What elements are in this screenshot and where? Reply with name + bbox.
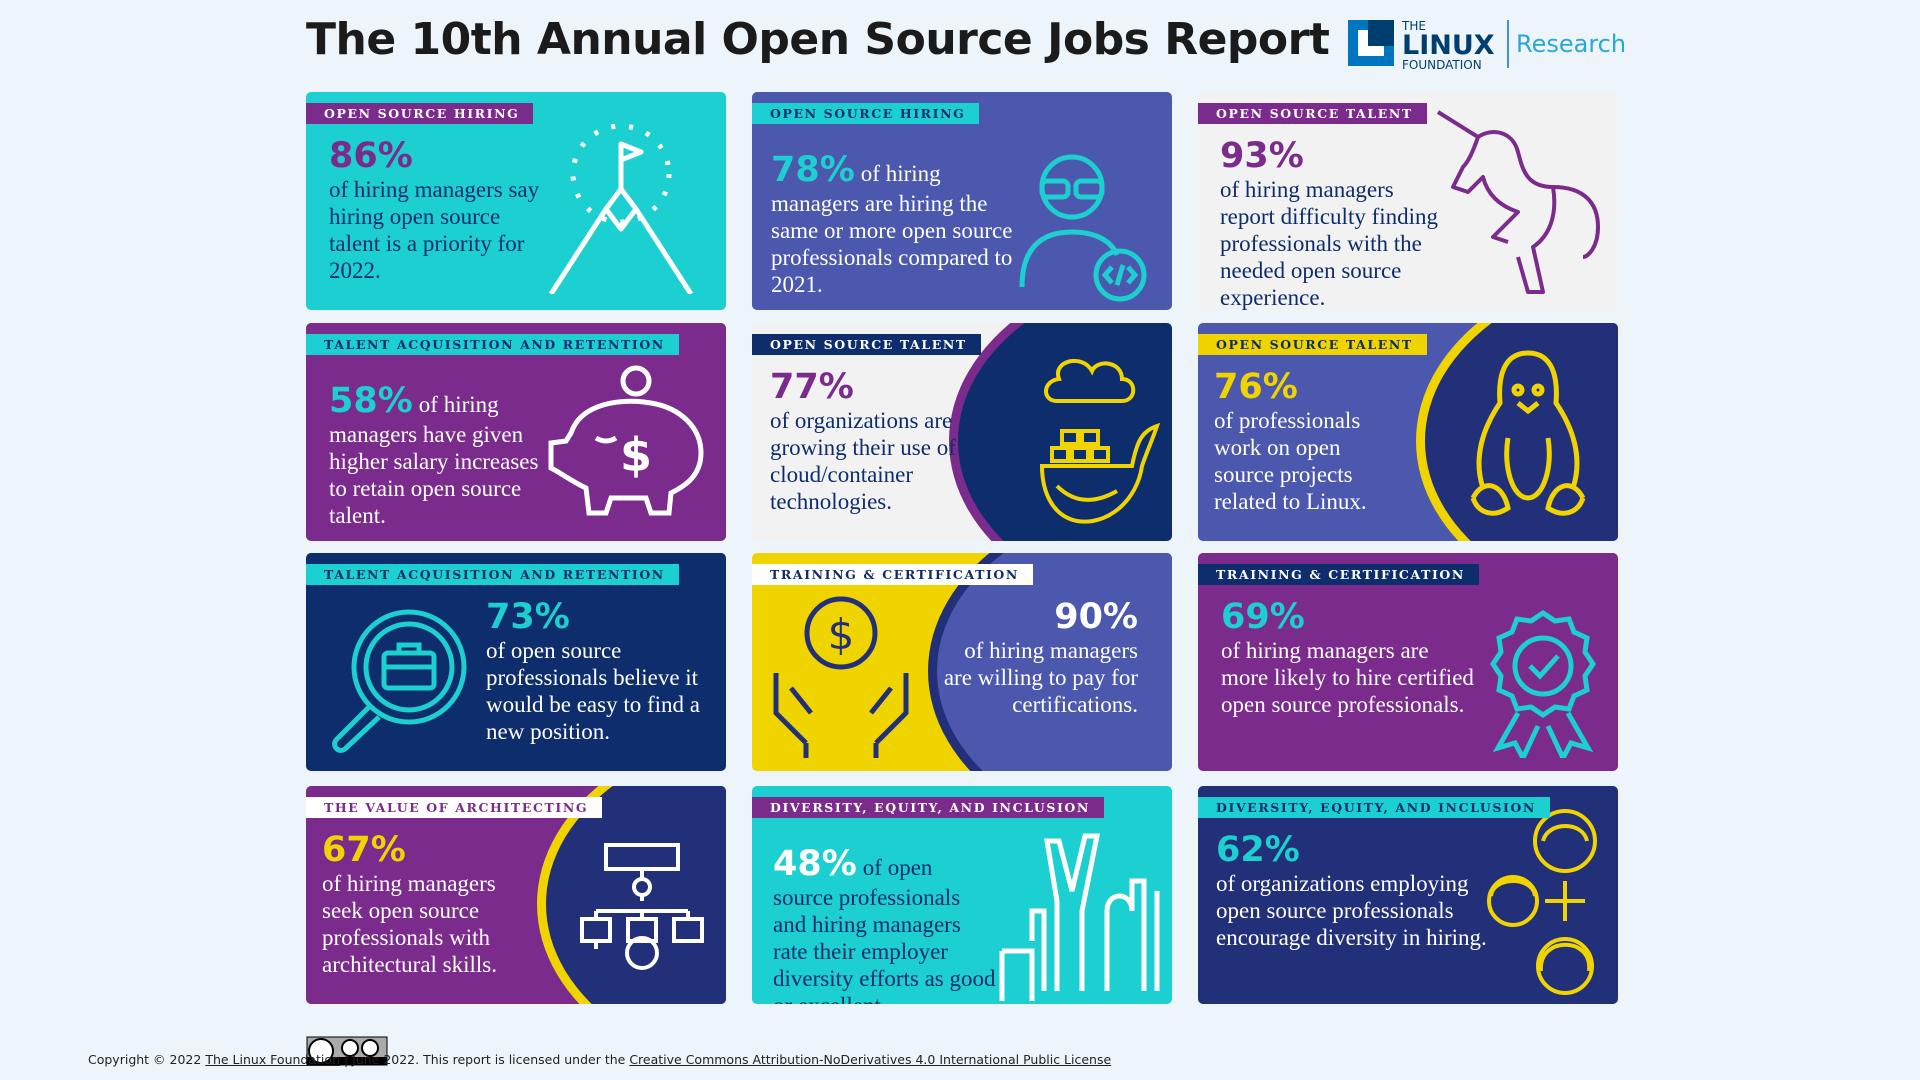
- card-icon: $: [548, 365, 704, 516]
- card-tag: OPEN SOURCE HIRING: [752, 103, 980, 124]
- card-text: of hiring managers are willing to pay fo…: [943, 638, 1138, 717]
- logo-the: THE: [1401, 19, 1426, 33]
- card-stat: 48%: [773, 844, 857, 884]
- card-tag: TALENT ACQUISITION AND RETENTION: [306, 334, 679, 355]
- card-text: of organizations employing open source p…: [1216, 871, 1487, 950]
- stat-card: DIVERSITY, EQUITY, AND INCLUSION 48% of op…: [752, 786, 1172, 1004]
- card-icon: [1436, 110, 1600, 294]
- card-icon: [1470, 350, 1586, 516]
- card-icon: [1487, 809, 1597, 995]
- stat-card: $ TRAINING & CERTIFICATION 90% of hiring ma…: [752, 553, 1172, 771]
- stat-card: OPEN SOURCE TALENT 76% of professionals wo…: [1198, 323, 1618, 541]
- footer-text: Copyright © 2022 The Linux Foundation | …: [88, 1052, 1111, 1067]
- card-tag: OPEN SOURCE TALENT: [1198, 103, 1427, 124]
- card-text: of hiring managers are more likely to hi…: [1221, 638, 1474, 717]
- card-tag: TRAINING & CERTIFICATION: [1198, 564, 1479, 585]
- card-text: of organizations are growing their use o…: [770, 408, 956, 514]
- card-stat: 67%: [322, 830, 406, 870]
- stat-card: TRAINING & CERTIFICATION 69% of hiring man…: [1198, 553, 1618, 771]
- card-text: of hiring managers seek open source prof…: [322, 871, 497, 977]
- stat-card: OPEN SOURCE TALENT 93% of hiring managers …: [1198, 92, 1618, 310]
- logo-linux: LINUX: [1402, 30, 1495, 61]
- card-body: 90% of hiring managers are willing to pay…: [938, 597, 1138, 718]
- card-body: 62% of organizations employing open sourc…: [1216, 830, 1491, 951]
- card-icon: [332, 609, 467, 753]
- card-tag: TRAINING & CERTIFICATION: [752, 564, 1033, 585]
- card-icon: [1019, 154, 1147, 302]
- card-text: of open source professionals and hiring …: [773, 855, 996, 1004]
- title: The 10th Annual Open Source Jobs Report: [306, 14, 1330, 65]
- card-body: 48% of open source professionals and hiri…: [773, 844, 998, 1004]
- card-tag: OPEN SOURCE TALENT: [1198, 334, 1427, 355]
- card-body: 67% of hiring managers seek open source p…: [322, 830, 542, 978]
- stat-card: TALENT ACQUISITION AND RETENTION 73% of op…: [306, 553, 726, 771]
- stat-card: OPEN SOURCE TALENT 77% of organizations ar…: [752, 323, 1172, 541]
- card-stat: 90%: [1054, 597, 1138, 637]
- card-stat: 86%: [329, 136, 413, 176]
- card-body: 76% of professionals work on open source …: [1214, 367, 1399, 515]
- card-stat: 76%: [1214, 367, 1298, 407]
- stat-card: OPEN SOURCE HIRING 78% of hiring managers …: [752, 92, 1172, 310]
- card-tag: DIVERSITY, EQUITY, AND INCLUSION: [752, 797, 1104, 818]
- card-tag: DIVERSITY, EQUITY, AND INCLUSION: [1198, 797, 1550, 818]
- card-text: of professionals work on open source pro…: [1214, 408, 1367, 514]
- logo-foundation: FOUNDATION: [1402, 58, 1482, 72]
- footer-link[interactable]: The Linux Foundation: [205, 1052, 340, 1067]
- svg-text:$: $: [620, 428, 652, 482]
- card-icon: [999, 833, 1160, 1001]
- card-stat: 73%: [486, 597, 570, 637]
- card-body: 78% of hiring managers are hiring the sam…: [771, 150, 1026, 298]
- card-body: 77% of organizations are growing their us…: [770, 367, 995, 515]
- card-body: 73% of open source professionals believe …: [486, 597, 721, 745]
- card-icon: $: [773, 596, 909, 758]
- footer-link[interactable]: Creative Commons Attribution-NoDerivativ…: [629, 1052, 1112, 1067]
- stat-card: DIVERSITY, EQUITY, AND INCLUSION 62% of or…: [1198, 786, 1618, 1004]
- card-body: 86% of hiring managers say hiring open so…: [329, 136, 544, 284]
- footer-license: | June 2022. This report is licensed und…: [339, 1052, 630, 1067]
- logo: THE LINUX FOUNDATION Research: [1348, 19, 1626, 72]
- card-body: 58% of hiring managers have given higher …: [329, 381, 544, 529]
- stat-card: $ TALENT ACQUISITION AND RETENTION 58% of h…: [306, 323, 726, 541]
- card-text: of hiring managers are hiring the same o…: [771, 161, 1013, 297]
- license-badge: [306, 1036, 388, 1066]
- logo-research: Research: [1516, 30, 1626, 58]
- card-tag: OPEN SOURCE HIRING: [306, 103, 534, 124]
- card-tag: TALENT ACQUISITION AND RETENTION: [306, 564, 679, 585]
- card-stat: 93%: [1220, 136, 1304, 176]
- card-panel: [1416, 323, 1618, 541]
- card-body: 93% of hiring managers report difficulty …: [1220, 136, 1445, 310]
- card-panel: [537, 786, 726, 1004]
- stat-card: THE VALUE OF ARCHITECTING 67% of hiring ma…: [306, 786, 726, 1004]
- card-stat: 58%: [329, 381, 413, 421]
- card-stat: 62%: [1216, 830, 1300, 870]
- card-icon: [580, 843, 704, 970]
- card-icon: [548, 123, 694, 294]
- card-tag: OPEN SOURCE TALENT: [752, 334, 981, 355]
- card-stat: 78%: [771, 150, 855, 190]
- card-panel: [928, 553, 1172, 771]
- stat-card: OPEN SOURCE HIRING 86% of hiring managers …: [306, 92, 726, 310]
- card-icon: [1489, 609, 1597, 758]
- card-text: of hiring managers have given higher sal…: [329, 392, 539, 528]
- card-body: 69% of hiring managers are more likely to…: [1221, 597, 1476, 718]
- card-tag: THE VALUE OF ARCHITECTING: [306, 797, 603, 818]
- card-text: of open source professionals believe it …: [486, 638, 700, 744]
- card-stat: 77%: [770, 367, 854, 407]
- card-text: of hiring managers report difficulty fin…: [1220, 177, 1439, 310]
- footer-copyright: Copyright © 2022: [88, 1052, 206, 1067]
- card-icon: [1039, 359, 1161, 524]
- card-stat: 69%: [1221, 597, 1305, 637]
- card-text: of hiring managers say hiring open sourc…: [329, 177, 540, 283]
- svg-text:$: $: [828, 610, 855, 659]
